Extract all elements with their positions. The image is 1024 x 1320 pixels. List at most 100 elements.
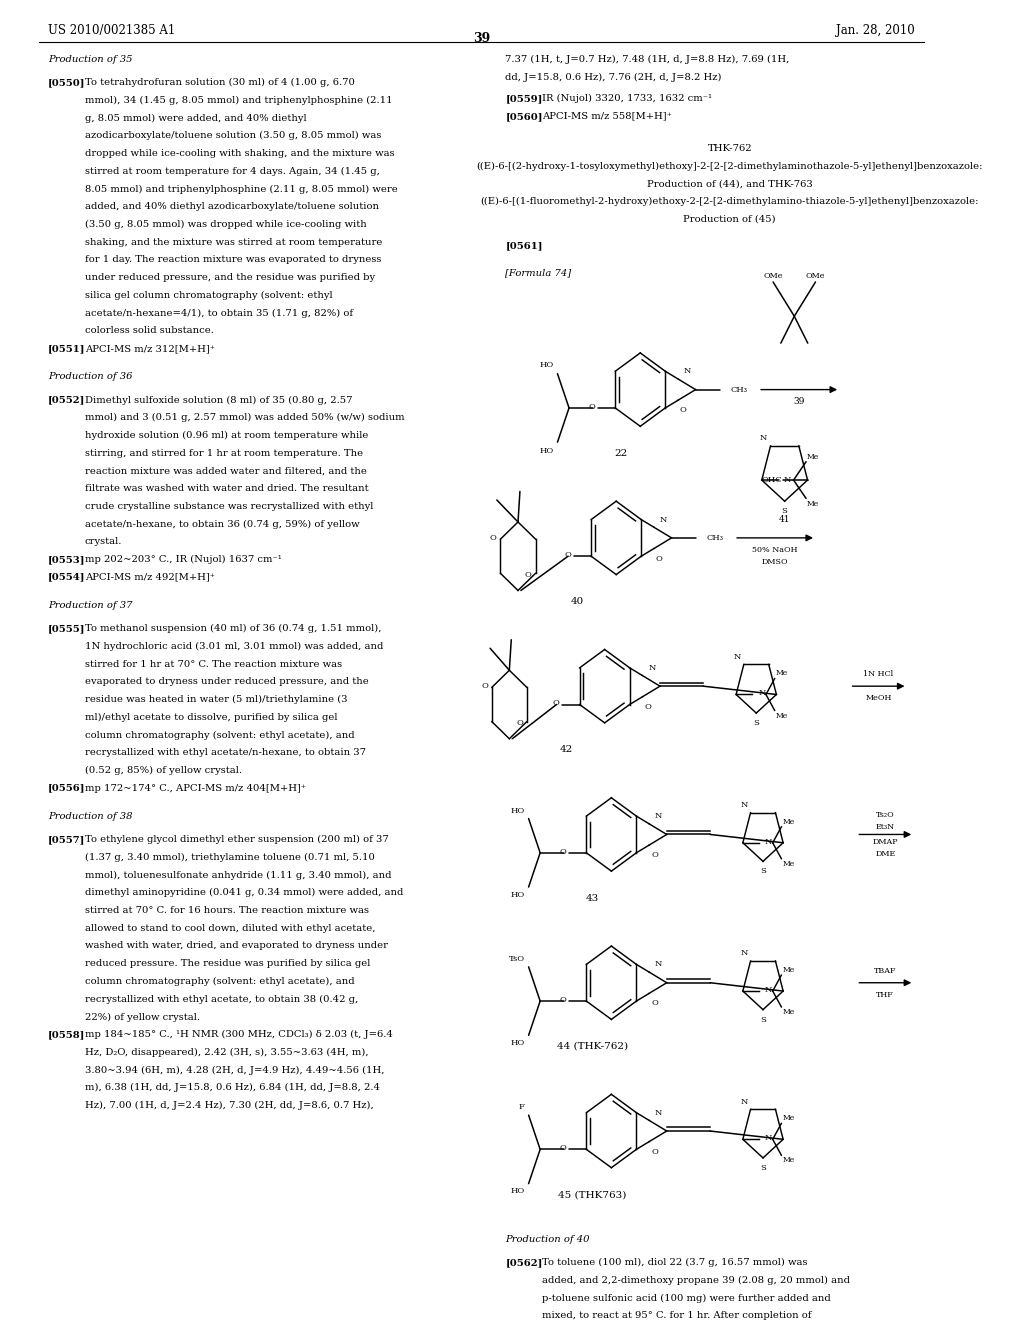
- Text: (3.50 g, 8.05 mmol) was dropped while ice-cooling with: (3.50 g, 8.05 mmol) was dropped while ic…: [85, 220, 367, 230]
- Text: mp 202~203° C., IR (Nujol) 1637 cm⁻¹: mp 202~203° C., IR (Nujol) 1637 cm⁻¹: [85, 554, 282, 564]
- Text: [0552]: [0552]: [48, 396, 86, 404]
- Text: [Formula 74]: [Formula 74]: [506, 268, 571, 277]
- Text: column chromatography (solvent: ethyl acetate), and: column chromatography (solvent: ethyl ac…: [85, 730, 354, 739]
- Text: 39: 39: [473, 32, 490, 45]
- Text: [0555]: [0555]: [48, 624, 86, 634]
- Text: stirred at 70° C. for 16 hours. The reaction mixture was: stirred at 70° C. for 16 hours. The reac…: [85, 906, 369, 915]
- Text: HO: HO: [511, 891, 524, 899]
- Text: m), 6.38 (1H, dd, J=15.8, 0.6 Hz), 6.84 (1H, dd, J=8.8, 2.4: m), 6.38 (1H, dd, J=15.8, 0.6 Hz), 6.84 …: [85, 1084, 380, 1093]
- Text: N: N: [765, 986, 772, 994]
- Text: shaking, and the mixture was stirred at room temperature: shaking, and the mixture was stirred at …: [85, 238, 382, 247]
- Text: N: N: [733, 653, 741, 661]
- Text: Me: Me: [775, 669, 787, 677]
- Text: N: N: [648, 664, 655, 672]
- Text: 43: 43: [586, 894, 599, 903]
- Text: OMe: OMe: [806, 272, 825, 280]
- Text: [0551]: [0551]: [48, 345, 86, 352]
- Text: added, and 40% diethyl azodicarboxylate/toluene solution: added, and 40% diethyl azodicarboxylate/…: [85, 202, 379, 211]
- Text: [0556]: [0556]: [48, 784, 86, 793]
- Text: HO: HO: [511, 807, 524, 814]
- Text: CH₃: CH₃: [707, 533, 723, 543]
- Text: OMe: OMe: [763, 272, 783, 280]
- Text: [0559]: [0559]: [506, 94, 543, 103]
- Text: (1.37 g, 3.40 mmol), triethylamine toluene (0.71 ml, 5.10: (1.37 g, 3.40 mmol), triethylamine tolue…: [85, 853, 375, 862]
- Text: HO: HO: [511, 1039, 524, 1047]
- Text: mmol), toluenesulfonate anhydride (1.11 g, 3.40 mmol), and: mmol), toluenesulfonate anhydride (1.11 …: [85, 871, 391, 879]
- Text: N: N: [659, 516, 667, 524]
- Text: IR (Nujol) 3320, 1733, 1632 cm⁻¹: IR (Nujol) 3320, 1733, 1632 cm⁻¹: [542, 94, 712, 103]
- Text: [0558]: [0558]: [48, 1030, 86, 1039]
- Text: 42: 42: [559, 746, 572, 754]
- Text: HO: HO: [540, 360, 554, 368]
- Text: MeOH: MeOH: [865, 694, 892, 702]
- Text: for 1 day. The reaction mixture was evaporated to dryness: for 1 day. The reaction mixture was evap…: [85, 255, 381, 264]
- Text: APCI-MS m/z 312[M+H]⁺: APCI-MS m/z 312[M+H]⁺: [85, 345, 215, 352]
- Text: N: N: [684, 367, 691, 375]
- Text: dd, J=15.8, 0.6 Hz), 7.76 (2H, d, J=8.2 Hz): dd, J=15.8, 0.6 Hz), 7.76 (2H, d, J=8.2 …: [506, 73, 722, 82]
- Text: azodicarboxylate/toluene solution (3.50 g, 8.05 mmol) was: azodicarboxylate/toluene solution (3.50 …: [85, 131, 381, 140]
- Text: N: N: [758, 689, 766, 697]
- Text: recrystallized with ethyl acetate, to obtain 38 (0.42 g,: recrystallized with ethyl acetate, to ob…: [85, 995, 358, 1003]
- Text: N: N: [784, 477, 792, 484]
- Text: dimethyl aminopyridine (0.041 g, 0.34 mmol) were added, and: dimethyl aminopyridine (0.041 g, 0.34 mm…: [85, 888, 403, 898]
- Text: mixed, to react at 95° C. for 1 hr. After completion of: mixed, to react at 95° C. for 1 hr. Afte…: [542, 1311, 812, 1320]
- Text: Me: Me: [775, 711, 787, 719]
- Text: To tetrahydrofuran solution (30 ml) of 4 (1.00 g, 6.70: To tetrahydrofuran solution (30 ml) of 4…: [85, 78, 354, 87]
- Text: silica gel column chromatography (solvent: ethyl: silica gel column chromatography (solven…: [85, 290, 333, 300]
- Text: recrystallized with ethyl acetate/n-hexane, to obtain 37: recrystallized with ethyl acetate/n-hexa…: [85, 748, 366, 758]
- Text: O: O: [651, 851, 658, 859]
- Text: APCI-MS m/z 558[M+H]⁺: APCI-MS m/z 558[M+H]⁺: [542, 112, 672, 120]
- Text: residue was heated in water (5 ml)/triethylamine (3: residue was heated in water (5 ml)/triet…: [85, 696, 347, 704]
- Text: evaporated to dryness under reduced pressure, and the: evaporated to dryness under reduced pres…: [85, 677, 369, 686]
- Text: S: S: [754, 719, 759, 727]
- Text: colorless solid substance.: colorless solid substance.: [85, 326, 214, 335]
- Text: N: N: [655, 961, 663, 969]
- Text: acetate/n-hexane=4/1), to obtain 35 (1.71 g, 82%) of: acetate/n-hexane=4/1), to obtain 35 (1.7…: [85, 309, 353, 318]
- Text: mp 184~185° C., ¹H NMR (300 MHz, CDCl₃) δ 2.03 (t, J=6.4: mp 184~185° C., ¹H NMR (300 MHz, CDCl₃) …: [85, 1030, 392, 1039]
- Text: HO: HO: [540, 447, 554, 455]
- Text: 3.80~3.94 (6H, m), 4.28 (2H, d, J=4.9 Hz), 4.49~4.56 (1H,: 3.80~3.94 (6H, m), 4.28 (2H, d, J=4.9 Hz…: [85, 1065, 384, 1074]
- Text: Me: Me: [782, 859, 795, 867]
- Text: F: F: [519, 1104, 524, 1111]
- Text: O: O: [651, 1148, 658, 1156]
- Text: hydroxide solution (0.96 ml) at room temperature while: hydroxide solution (0.96 ml) at room tem…: [85, 430, 368, 440]
- Text: O: O: [651, 999, 658, 1007]
- Text: Dimethyl sulfoxide solution (8 ml) of 35 (0.80 g, 2.57: Dimethyl sulfoxide solution (8 ml) of 35…: [85, 396, 352, 404]
- Text: N: N: [655, 812, 663, 820]
- Text: APCI-MS m/z 492[M+H]⁺: APCI-MS m/z 492[M+H]⁺: [85, 573, 215, 582]
- Text: O: O: [559, 1144, 566, 1152]
- Text: N: N: [759, 434, 767, 442]
- Text: g, 8.05 mmol) were added, and 40% diethyl: g, 8.05 mmol) were added, and 40% diethy…: [85, 114, 306, 123]
- Text: Me: Me: [782, 1156, 795, 1164]
- Text: TsO: TsO: [509, 956, 524, 964]
- Text: N: N: [740, 1098, 748, 1106]
- Text: O: O: [644, 704, 651, 711]
- Text: Production of 40: Production of 40: [506, 1236, 590, 1243]
- Text: 44 (THK-762): 44 (THK-762): [557, 1041, 628, 1051]
- Text: stirred for 1 hr at 70° C. The reaction mixture was: stirred for 1 hr at 70° C. The reaction …: [85, 660, 342, 669]
- Text: Ts₂O: Ts₂O: [876, 810, 895, 818]
- Text: under reduced pressure, and the residue was purified by: under reduced pressure, and the residue …: [85, 273, 375, 282]
- Text: Me: Me: [807, 453, 819, 461]
- Text: filtrate was washed with water and dried. The resultant: filtrate was washed with water and dried…: [85, 484, 369, 494]
- Text: Me: Me: [807, 500, 819, 508]
- Text: reduced pressure. The residue was purified by silica gel: reduced pressure. The residue was purifi…: [85, 960, 370, 969]
- Text: Jan. 28, 2010: Jan. 28, 2010: [836, 25, 914, 37]
- Text: [0553]: [0553]: [48, 554, 86, 564]
- Text: N: N: [765, 1134, 772, 1142]
- Text: Me: Me: [782, 1008, 795, 1016]
- Text: 7.37 (1H, t, J=0.7 Hz), 7.48 (1H, d, J=8.8 Hz), 7.69 (1H,: 7.37 (1H, t, J=0.7 Hz), 7.48 (1H, d, J=8…: [506, 55, 790, 65]
- Text: 8.05 mmol) and triphenylphosphine (2.11 g, 8.05 mmol) were: 8.05 mmol) and triphenylphosphine (2.11 …: [85, 185, 397, 194]
- Text: mmol), 34 (1.45 g, 8.05 mmol) and triphenylphosphine (2.11: mmol), 34 (1.45 g, 8.05 mmol) and triphe…: [85, 96, 392, 104]
- Text: [0560]: [0560]: [506, 112, 543, 120]
- Text: ((E)-6-[(2-hydroxy-1-tosyloxymethyl)ethoxy]-2-[2-[2-dimethylaminothazole-5-yl]et: ((E)-6-[(2-hydroxy-1-tosyloxymethyl)etho…: [476, 161, 983, 170]
- Text: Production of 37: Production of 37: [48, 601, 133, 610]
- Text: [0562]: [0562]: [506, 1258, 543, 1267]
- Text: O: O: [680, 407, 687, 414]
- Text: S: S: [760, 867, 766, 875]
- Text: Production of 38: Production of 38: [48, 812, 133, 821]
- Text: 22: 22: [614, 449, 628, 458]
- Text: Me: Me: [782, 1114, 795, 1122]
- Text: Me: Me: [782, 817, 795, 825]
- Text: TBAF: TBAF: [874, 966, 897, 974]
